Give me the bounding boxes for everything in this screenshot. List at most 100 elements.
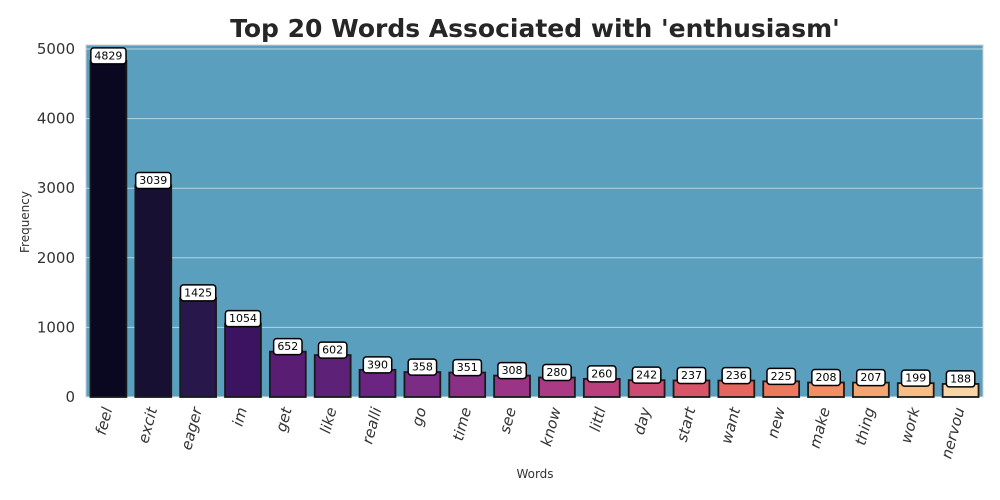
data-label-box: [945, 370, 976, 388]
x-tick-label: want: [717, 404, 744, 445]
chart-title: Top 20 Words Associated with 'enthusiasm…: [230, 14, 840, 43]
x-axis-label: Words: [516, 467, 553, 481]
x-tick-label: see: [496, 405, 520, 435]
data-label-text: 260: [591, 367, 612, 380]
x-tick-label: know: [537, 405, 565, 449]
x-tick-label: realli: [358, 405, 385, 446]
x-tick-label: work: [897, 404, 924, 445]
x-tick-label: new: [764, 405, 790, 440]
data-label-box: [721, 366, 752, 385]
x-tick-label: littl: [586, 405, 610, 434]
data-label-text: 390: [367, 358, 388, 371]
data-labels: 4829 3039 1425 1054 652 602 390 358 351 308 280 260…: [90, 47, 976, 388]
bar: [403, 371, 442, 398]
data-label-text: 237: [681, 369, 702, 382]
data-label: 199: [900, 369, 931, 387]
data-label-box: [855, 368, 886, 387]
data-label: 3039: [134, 171, 172, 190]
data-label-box: [631, 366, 662, 384]
data-label-text: 351: [457, 361, 478, 374]
data-label-text: 602: [322, 344, 343, 357]
data-label: 4829: [90, 47, 127, 65]
data-label-text: 280: [546, 366, 567, 379]
bar: [89, 60, 128, 398]
plot-area: [85, 44, 984, 398]
bar: [134, 184, 173, 398]
x-tick-label: get: [272, 404, 296, 434]
x-axis-ticks: feel excit eager im get like realli go time see kn…: [92, 404, 969, 461]
data-label-text: 208: [816, 371, 837, 384]
data-label-box: [362, 356, 393, 374]
data-label-box: [900, 369, 931, 387]
data-label-text: 4829: [94, 49, 122, 62]
x-tick-label: feel: [92, 405, 117, 437]
data-label: 1054: [224, 309, 262, 328]
data-label-box: [452, 358, 483, 377]
y-tick-label: 1000: [37, 318, 75, 336]
y-tick-label: 3000: [37, 179, 75, 197]
data-label-text: 207: [860, 371, 881, 384]
data-label-text: 652: [277, 340, 298, 353]
bar: [268, 350, 307, 398]
data-label-box: [224, 309, 262, 328]
data-label-box: [90, 47, 127, 65]
data-label-text: 1054: [229, 312, 257, 325]
x-tick-label: start: [673, 404, 700, 443]
x-tick-label: im: [229, 405, 251, 428]
data-label: 602: [317, 341, 348, 359]
x-tick-label: thing: [851, 405, 878, 447]
data-label: 260: [586, 365, 617, 383]
y-axis-label: Frequency: [18, 191, 32, 253]
x-tick-label: day: [630, 404, 655, 436]
x-tick-label: go: [408, 405, 430, 428]
y-axis-ticks: 0 1000 2000 3000 4000 5000: [37, 40, 75, 406]
data-label-text: 3039: [139, 174, 167, 187]
data-label-text: 358: [412, 361, 433, 374]
data-label: 208: [811, 368, 841, 387]
data-label-text: 225: [771, 370, 792, 383]
data-label-box: [317, 341, 348, 359]
data-label-box: [766, 367, 797, 386]
data-label-text: 1425: [184, 286, 212, 299]
data-label: 308: [497, 361, 528, 380]
data-label-box: [811, 368, 841, 387]
data-label: 652: [272, 337, 303, 356]
data-label: 390: [362, 356, 393, 374]
data-label-text: 199: [905, 372, 926, 385]
data-label-box: [676, 366, 707, 385]
data-label: 351: [452, 358, 483, 377]
x-tick-label: eager: [177, 405, 206, 452]
data-label-text: 236: [726, 369, 747, 382]
bar: [179, 296, 217, 398]
y-tick-label: 0: [65, 388, 75, 406]
data-label-box: [497, 361, 528, 380]
y-tick-label: 5000: [37, 40, 75, 58]
data-label: 1425: [179, 284, 217, 302]
data-label: 242: [631, 366, 662, 384]
y-tick-label: 4000: [37, 110, 75, 128]
data-label: 236: [721, 366, 752, 385]
data-label-text: 188: [950, 372, 971, 385]
bar: [358, 368, 397, 398]
data-label-box: [272, 337, 303, 356]
data-label-text: 308: [502, 364, 523, 377]
data-label-box: [179, 284, 217, 302]
data-label: 207: [855, 368, 886, 387]
data-label-text: 242: [636, 369, 657, 382]
data-label: 358: [407, 358, 438, 376]
x-tick-label: time: [449, 405, 475, 442]
y-tick-label: 2000: [37, 249, 75, 267]
data-label: 237: [676, 366, 707, 385]
x-tick-label: nervou: [937, 405, 968, 460]
data-label-box: [541, 363, 572, 382]
data-label: 225: [766, 367, 797, 386]
x-tick-label: excit: [134, 404, 161, 445]
data-label-box: [134, 171, 172, 190]
bar: [313, 354, 352, 398]
x-tick-label: like: [316, 405, 340, 435]
data-label: 280: [541, 363, 572, 382]
data-label: 188: [945, 370, 976, 388]
x-tick-label: make: [806, 405, 834, 450]
data-label-box: [407, 358, 438, 376]
